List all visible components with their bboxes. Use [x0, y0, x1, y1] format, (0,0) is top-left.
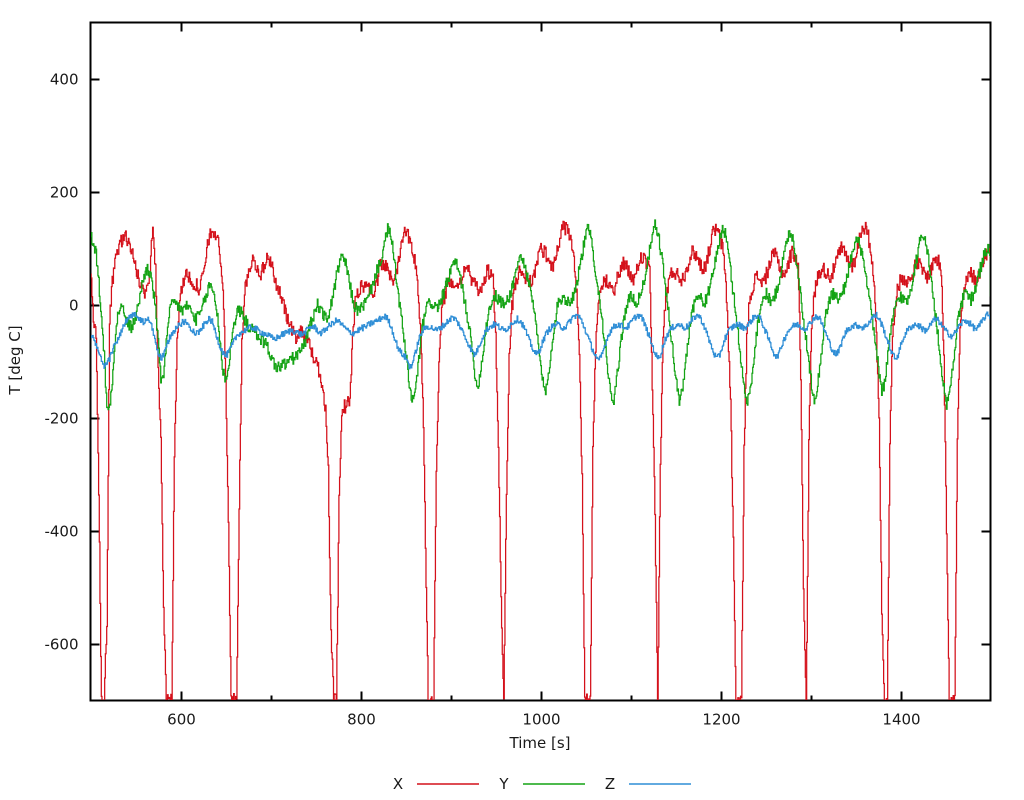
series-line-z [91, 311, 990, 370]
legend-label-x: X [393, 775, 403, 793]
y-tick-label: 400 [50, 71, 79, 89]
x-tick-label: 1200 [702, 711, 740, 729]
y-tick-label: 200 [50, 184, 79, 202]
legend-label-z: Z [605, 775, 615, 793]
y-axis-tick-labels: 400 200 0 -200 -400 -600 [44, 71, 78, 654]
x-tick-label: 800 [347, 711, 376, 729]
y-tick-label: -400 [44, 523, 78, 541]
x-axis-title: Time [s] [509, 734, 571, 752]
series-line-x [91, 220, 990, 700]
series-line-y [91, 219, 990, 411]
x-tick-label: 1400 [882, 711, 920, 729]
y-tick-label: 0 [69, 297, 79, 315]
plot-frame [89, 21, 992, 702]
legend-label-y: Y [498, 775, 509, 793]
y-axis-title: T [deg C] [6, 325, 24, 395]
x-tick-label: 600 [167, 711, 196, 729]
series-group [91, 219, 990, 700]
chart-legend: X Y Z [393, 775, 691, 793]
y-axis-ticks [90, 78, 991, 646]
x-tick-label: 1000 [522, 711, 560, 729]
x-axis-ticks [180, 22, 903, 701]
y-tick-label: -600 [44, 636, 78, 654]
y-tick-label: -200 [44, 410, 78, 428]
x-axis-tick-labels: 600 800 1000 1200 1400 [167, 711, 920, 729]
